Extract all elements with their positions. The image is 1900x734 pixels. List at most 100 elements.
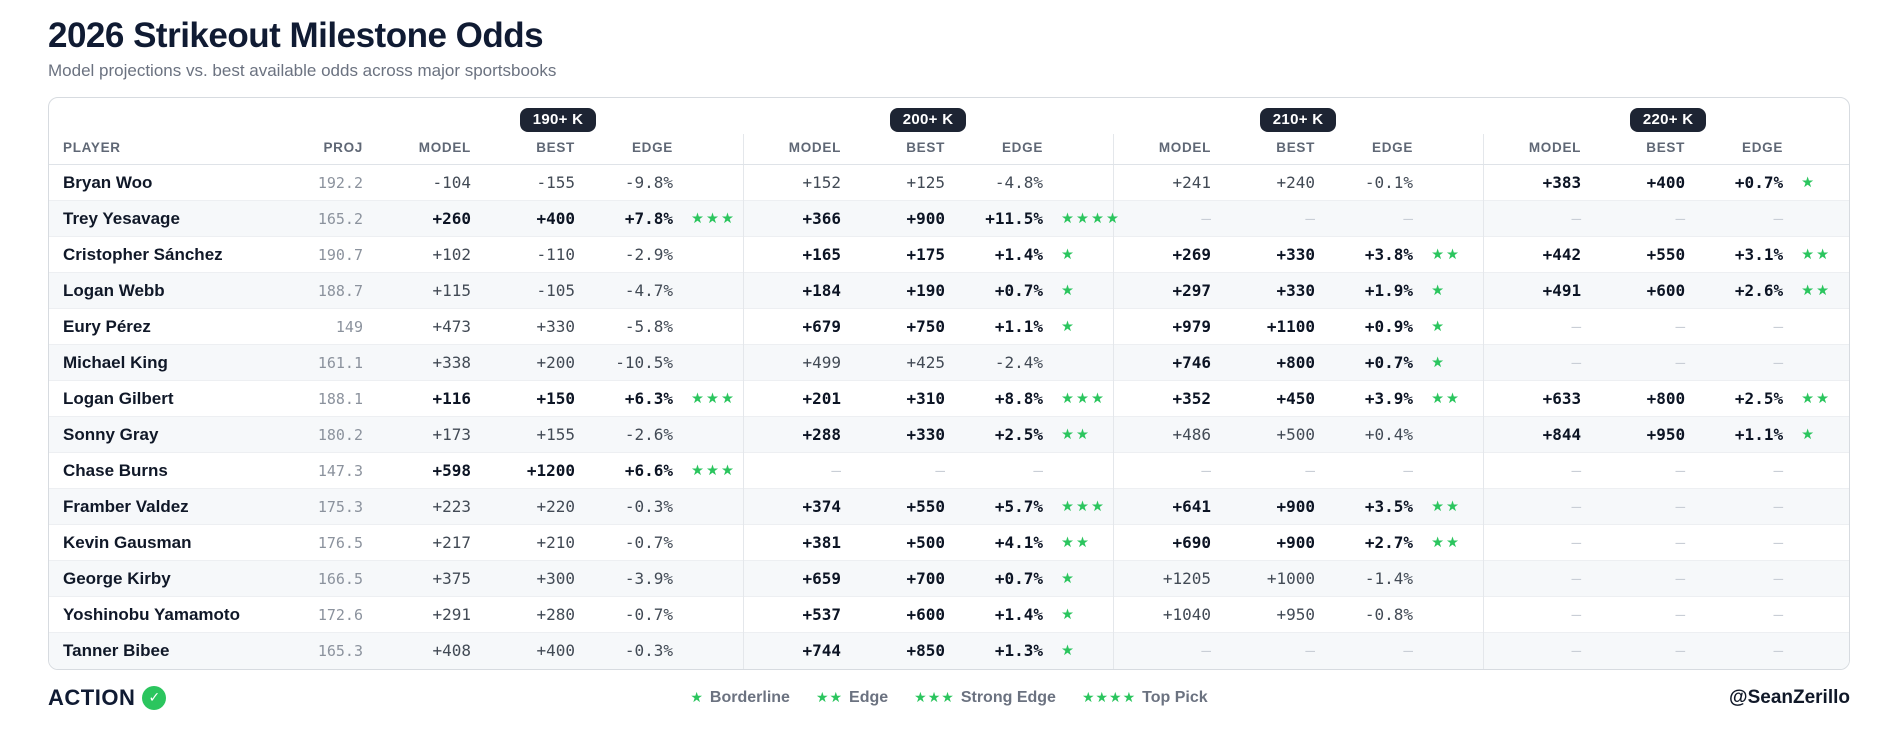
- best-odds: +550: [906, 497, 946, 516]
- edge-percent: –: [1403, 209, 1414, 228]
- edge-percent: +2.5%: [1734, 389, 1784, 408]
- best-odds: +330: [1276, 245, 1316, 264]
- edge-percent: –: [1773, 461, 1784, 480]
- best-odds: +310: [906, 389, 946, 408]
- star-icon: ★★: [815, 689, 844, 706]
- edge-percent: -0.7%: [624, 605, 673, 624]
- player-name: Chase Burns: [63, 460, 168, 480]
- model-odds: –: [1482, 632, 1592, 669]
- best-odds: +800: [1646, 389, 1686, 408]
- model-odds: +659: [742, 560, 852, 597]
- table-row: Trey Yesavage 165.2 +260 +400 +7.8% ★★★ …: [49, 200, 1849, 237]
- milestone-badge-row: 190+ K 200+ K 210+ K 220+ K: [49, 98, 1849, 134]
- best-odds: –: [1675, 317, 1686, 336]
- edge-percent: +7.8%: [624, 209, 673, 228]
- star-rating: [1793, 489, 1849, 525]
- edge-percent: +2.6%: [1734, 281, 1784, 300]
- best-odds: +900: [1276, 497, 1316, 516]
- model-odds: +291: [432, 605, 471, 624]
- edge-percent: -2.6%: [624, 425, 673, 444]
- star-rating: [1793, 345, 1849, 381]
- edge-percent: –: [1773, 209, 1784, 228]
- edge-percent: +4.1%: [994, 533, 1044, 552]
- model-odds: +297: [1112, 272, 1222, 309]
- table-row: Bryan Woo 192.2 -104 -155 -9.8% +152 +12…: [49, 164, 1849, 201]
- star-rating: ★★: [1801, 390, 1832, 407]
- col-header-model: MODEL: [1482, 134, 1592, 165]
- edge-percent: -0.8%: [1364, 605, 1414, 624]
- edge-percent: –: [1773, 353, 1784, 372]
- model-odds: +184: [742, 272, 852, 309]
- model-odds: +473: [432, 317, 471, 336]
- model-odds: –: [1482, 344, 1592, 381]
- model-odds: –: [1112, 452, 1222, 489]
- star-rating: [683, 489, 743, 525]
- edge-percent: +3.5%: [1364, 497, 1414, 516]
- player-name: Eury Pérez: [63, 316, 151, 336]
- star-rating: [1793, 309, 1849, 345]
- model-odds: –: [1112, 200, 1222, 237]
- table-row: Sonny Gray 180.2 +173 +155 -2.6% +288 +3…: [49, 416, 1849, 453]
- star-icon: ★★★★: [1081, 689, 1137, 706]
- model-odds: +979: [1112, 308, 1222, 345]
- proj-value: 172.6: [317, 605, 363, 624]
- best-odds: –: [1675, 605, 1686, 624]
- best-odds: +950: [1276, 605, 1316, 624]
- edge-percent: +1.9%: [1364, 281, 1414, 300]
- star-rating: [1793, 525, 1849, 561]
- best-odds: +400: [1646, 173, 1686, 192]
- edge-percent: -2.9%: [624, 245, 673, 264]
- star-rating: ★★: [1801, 282, 1832, 299]
- col-header-model: MODEL: [742, 134, 852, 165]
- edge-percent: –: [1773, 569, 1784, 588]
- star-rating: [683, 165, 743, 201]
- best-odds: -105: [536, 281, 575, 300]
- player-name: Logan Gilbert: [63, 388, 174, 408]
- edge-percent: +3.8%: [1364, 245, 1414, 264]
- player-name: George Kirby: [63, 568, 171, 588]
- edge-percent: +1.1%: [1734, 425, 1784, 444]
- proj-value: 192.2: [317, 173, 363, 192]
- edge-percent: +11.5%: [985, 209, 1044, 228]
- star-rating: [1793, 633, 1849, 669]
- milestone-badge-190: 190+ K: [519, 108, 597, 132]
- model-odds: +338: [432, 353, 471, 372]
- proj-value: 147.3: [317, 461, 363, 480]
- best-odds: +400: [536, 209, 575, 228]
- edge-percent: +1.4%: [994, 245, 1044, 264]
- table-row: Kevin Gausman 176.5 +217 +210 -0.7% +381…: [49, 524, 1849, 561]
- star-rating: ★★★: [691, 462, 736, 479]
- page-subtitle: Model projections vs. best available odd…: [48, 61, 557, 80]
- best-odds: –: [1675, 641, 1686, 661]
- star-rating: ★★: [1431, 246, 1462, 263]
- edge-percent: –: [1773, 317, 1784, 336]
- star-rating: [1793, 561, 1849, 597]
- model-odds: –: [1482, 488, 1592, 525]
- star-rating: ★: [1431, 354, 1447, 371]
- col-header-model: MODEL: [373, 134, 481, 165]
- best-odds: +240: [1276, 173, 1316, 192]
- proj-value: 175.3: [317, 497, 363, 516]
- proj-value: 188.1: [317, 389, 363, 408]
- table-row: Eury Pérez 149 +473 +330 -5.8% +679 +750…: [49, 308, 1849, 345]
- best-odds: +300: [536, 569, 575, 588]
- table-row: Framber Valdez 175.3 +223 +220 -0.3% +37…: [49, 488, 1849, 525]
- best-odds: +1100: [1266, 317, 1316, 336]
- star-rating: ★★★: [1061, 498, 1107, 515]
- star-rating: ★★★★: [1061, 210, 1122, 227]
- model-odds: +165: [742, 236, 852, 273]
- edge-percent: -1.4%: [1364, 569, 1414, 588]
- proj-value: 166.5: [317, 569, 363, 588]
- edge-percent: +5.7%: [994, 497, 1044, 516]
- star-rating: [1053, 165, 1113, 201]
- model-odds: +598: [432, 461, 471, 480]
- model-odds: +486: [1112, 416, 1222, 453]
- edge-percent: +1.4%: [994, 605, 1044, 624]
- edge-percent: +0.9%: [1364, 317, 1414, 336]
- milestone-badge-220: 220+ K: [1629, 108, 1707, 132]
- edge-percent: –: [1773, 497, 1784, 516]
- star-rating: ★: [1431, 282, 1447, 299]
- player-name: Bryan Woo: [63, 172, 153, 192]
- best-odds: +700: [906, 569, 946, 588]
- proj-value: 161.1: [317, 353, 363, 372]
